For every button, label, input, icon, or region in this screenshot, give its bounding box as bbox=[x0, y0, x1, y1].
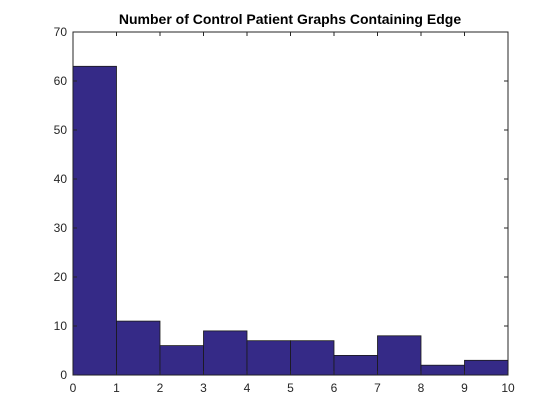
y-tick-label: 30 bbox=[54, 221, 68, 235]
bars-group bbox=[72, 65, 509, 376]
x-axis-ticks: 0 1 2 3 4 5 6 7 8 9 10 bbox=[70, 32, 515, 395]
x-tick-label: 2 bbox=[157, 381, 164, 395]
histogram-bar-1 bbox=[116, 320, 161, 376]
y-tick-label: 50 bbox=[54, 123, 68, 137]
y-tick-label: 20 bbox=[54, 270, 68, 284]
histogram-bar-7 bbox=[377, 335, 422, 376]
y-tick-label: 40 bbox=[54, 172, 68, 186]
histogram-bar-0 bbox=[72, 65, 117, 376]
histogram-bar-6 bbox=[333, 354, 378, 376]
y-tick-label: 10 bbox=[54, 319, 68, 333]
y-tick-label: 0 bbox=[60, 368, 67, 382]
x-tick-label: 7 bbox=[374, 381, 381, 395]
x-tick-label: 3 bbox=[200, 381, 207, 395]
histogram-bar-9 bbox=[464, 359, 509, 376]
x-tick-label: 4 bbox=[244, 381, 251, 395]
plot-area bbox=[72, 31, 509, 376]
y-tick-label: 60 bbox=[54, 74, 68, 88]
x-tick-label: 1 bbox=[113, 381, 120, 395]
x-tick-label: 5 bbox=[287, 381, 294, 395]
x-tick-label: 9 bbox=[461, 381, 468, 395]
x-tick-label: 0 bbox=[70, 381, 77, 395]
x-tick-label: 8 bbox=[418, 381, 425, 395]
x-tick-label: 10 bbox=[501, 381, 515, 395]
y-axis-ticks: 0 10 20 30 40 50 60 70 bbox=[54, 25, 508, 382]
chart-title: Number of Control Patient Graphs Contain… bbox=[119, 11, 461, 27]
histogram-bar-4 bbox=[246, 340, 291, 376]
histogram-bar-3 bbox=[203, 330, 248, 376]
histogram-bar-8 bbox=[420, 364, 465, 376]
x-tick-label: 6 bbox=[331, 381, 338, 395]
y-tick-label: 70 bbox=[54, 25, 68, 39]
histogram-bar-2 bbox=[159, 345, 204, 376]
histogram-bar-5 bbox=[290, 340, 335, 376]
